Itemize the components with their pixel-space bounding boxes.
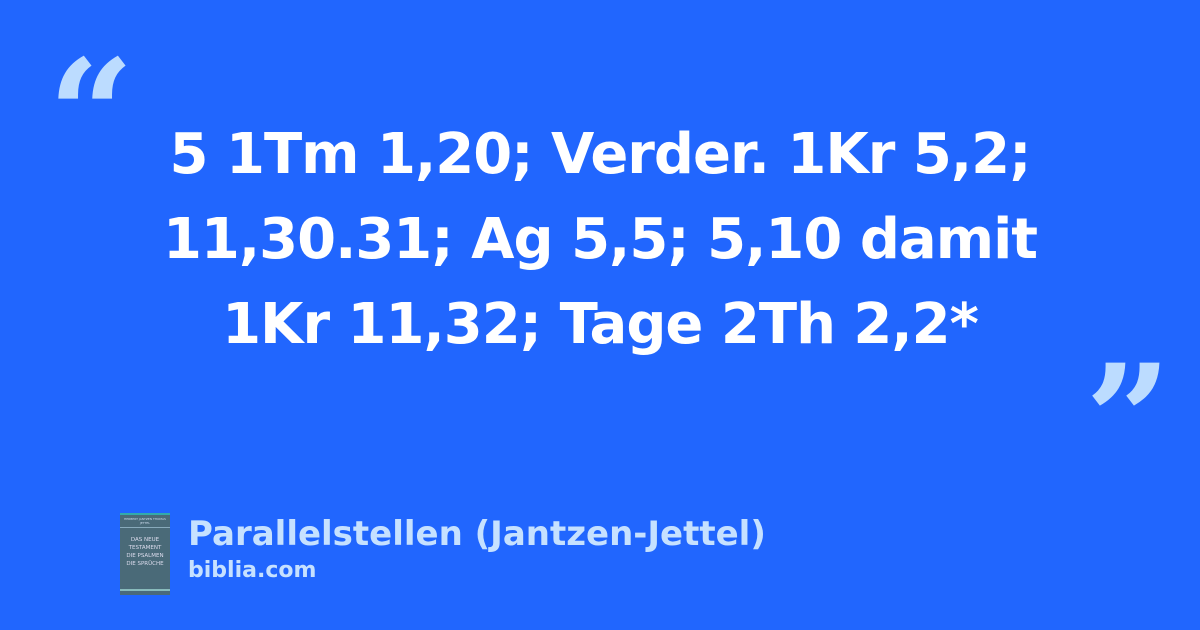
cover-title: DAS NEUE TESTAMENT DIE PSALMEN DIE SPRÜC… <box>120 536 170 568</box>
verse-line: 5 1Tm 1,20; Verder. 1Kr 5,2; <box>169 122 1032 187</box>
book-cover-image: HERBERT JANTZEN THOMAS JETTEL DAS NEUE T… <box>120 513 170 595</box>
cover-title-line: DIE SPRÜCHE <box>126 561 164 567</box>
open-quote-icon: “ <box>48 27 135 203</box>
cover-title-line: DAS NEUE <box>130 537 160 543</box>
cover-title-line: DIE PSALMEN <box>126 553 164 559</box>
verse-line: 1Kr 11,32; Tage 2Th 2,2* <box>222 292 979 357</box>
source-info: Parallelstellen (Jantzen-Jettel) biblia.… <box>188 512 766 586</box>
source-site-link[interactable]: biblia.com <box>188 558 317 583</box>
cover-authors: HERBERT JANTZEN THOMAS JETTEL <box>120 517 170 528</box>
cover-title-line: TESTAMENT <box>128 545 162 551</box>
verse-text: 5 1Tm 1,20; Verder. 1Kr 5,2; 11,30.31; A… <box>100 112 1100 367</box>
verse-line: 11,30.31; Ag 5,5; 5,10 damit <box>162 207 1038 272</box>
close-quote-icon: ” <box>1085 332 1172 508</box>
cover-stripe <box>120 589 170 591</box>
source-title[interactable]: Parallelstellen (Jantzen-Jettel) <box>188 514 766 554</box>
